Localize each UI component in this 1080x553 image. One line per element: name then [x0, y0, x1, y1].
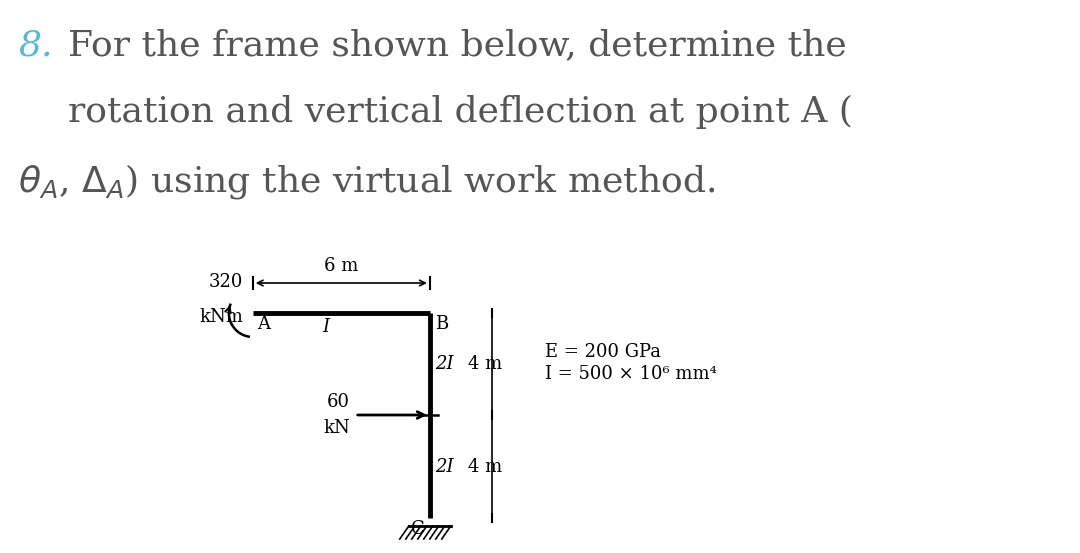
Text: rotation and vertical deflection at point A (: rotation and vertical deflection at poin… [68, 95, 853, 129]
Text: 4 m: 4 m [468, 355, 502, 373]
Text: 8.: 8. [18, 28, 53, 62]
Text: 2I: 2I [435, 457, 454, 476]
Text: kNm: kNm [199, 308, 243, 326]
Text: E = 200 GPa: E = 200 GPa [544, 343, 661, 361]
Text: For the frame shown below, determine the: For the frame shown below, determine the [68, 28, 847, 62]
Text: 6 m: 6 m [324, 257, 359, 275]
Text: 4 m: 4 m [468, 457, 502, 476]
Text: kN: kN [323, 419, 350, 437]
Text: B: B [435, 315, 448, 333]
Text: 60: 60 [327, 393, 350, 411]
Text: I = 500 × 10⁶ mm⁴: I = 500 × 10⁶ mm⁴ [544, 365, 717, 383]
Text: 2I: 2I [435, 355, 454, 373]
Text: I: I [323, 318, 329, 336]
Text: A: A [257, 315, 270, 333]
Text: $\theta_A$, $\Delta_A$) using the virtual work method.: $\theta_A$, $\Delta_A$) using the virtua… [18, 162, 715, 201]
Text: C: C [411, 520, 424, 538]
Text: 320: 320 [208, 273, 243, 291]
